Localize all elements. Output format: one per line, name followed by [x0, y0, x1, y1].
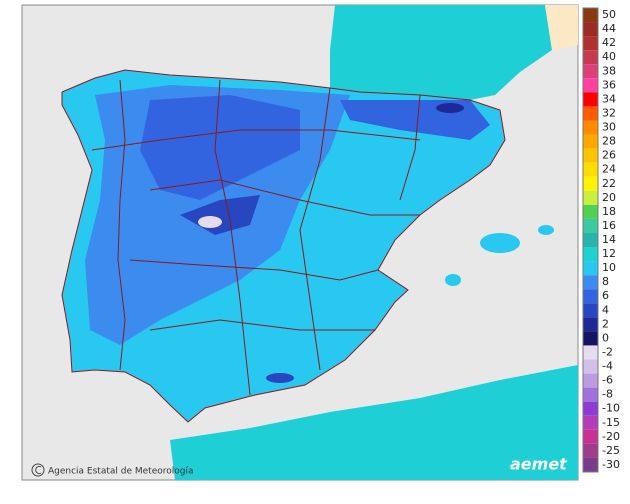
legend-swatch: [583, 345, 598, 360]
legend-label: 12: [602, 247, 616, 260]
legend-swatch: [583, 289, 598, 304]
legend-swatch: [583, 415, 598, 430]
legend-label: 22: [602, 177, 616, 190]
cold-spot: [266, 373, 294, 383]
legend-swatch: [583, 36, 598, 51]
legend-swatch: [583, 190, 598, 205]
agency-name: Agencia Estatal de Meteorología: [48, 467, 194, 477]
land-area: [545, 5, 578, 50]
legend-label: -30: [602, 458, 620, 471]
legend-swatch: [583, 106, 598, 121]
legend-label: 6: [602, 289, 609, 302]
legend-label: 34: [602, 92, 616, 105]
copyright-icon: [35, 466, 42, 474]
legend-label: 16: [602, 219, 616, 232]
legend-swatch: [583, 92, 598, 107]
legend-swatch: [583, 134, 598, 149]
legend-swatch: [583, 443, 598, 458]
legend-swatch: [583, 50, 598, 65]
legend-swatch: [583, 373, 598, 388]
legend-label: 32: [602, 106, 616, 119]
legend-label: 2: [602, 317, 609, 330]
cold-zone: [140, 95, 300, 200]
legend-swatch: [583, 303, 598, 318]
france-area: [330, 5, 552, 100]
island: [480, 233, 520, 253]
legend-label: 38: [602, 64, 616, 77]
legend-label: 44: [602, 22, 616, 35]
cold-spot: [436, 103, 464, 113]
legend-swatch: [583, 8, 598, 23]
map: Agencia Estatal de Meteorología aemet: [21, 4, 579, 481]
cold-spot: [198, 216, 222, 228]
legend-swatch: [583, 429, 598, 444]
legend-label: 40: [602, 50, 616, 63]
legend-swatch: [583, 275, 598, 290]
africa-area: [170, 365, 578, 480]
legend-label: 20: [602, 191, 616, 204]
legend-label: 26: [602, 149, 616, 162]
legend-label: 10: [602, 261, 616, 274]
legend-swatch: [583, 22, 598, 37]
legend-label: 30: [602, 121, 616, 134]
legend-swatch: [583, 457, 598, 472]
copyright-icon: [31, 463, 45, 477]
legend-swatch: [583, 64, 598, 79]
legend-swatch: [583, 317, 598, 332]
island: [538, 225, 554, 235]
legend-swatch: [583, 261, 598, 276]
legend-label: 18: [602, 205, 616, 218]
legend-swatch: [583, 204, 598, 219]
legend-label: 36: [602, 78, 616, 91]
legend-label: -2: [602, 345, 613, 358]
legend-swatch: [583, 247, 598, 262]
legend-label: 4: [602, 303, 609, 316]
legend-label: 24: [602, 163, 616, 176]
legend-label: 28: [602, 135, 616, 148]
legend-frame: [582, 7, 599, 473]
legend-swatch: [583, 401, 598, 416]
legend-label: -8: [602, 388, 613, 401]
legend-label: -20: [602, 430, 620, 443]
legend-swatch: [583, 120, 598, 135]
legend-swatch: [583, 176, 598, 191]
legend-swatch: [583, 78, 598, 93]
legend-label: 14: [602, 233, 616, 246]
logo: aemet: [510, 455, 568, 474]
legend-label: 8: [602, 275, 609, 288]
legend-label: -6: [602, 374, 613, 387]
legend-label: 42: [602, 36, 616, 49]
province-borders: [61, 69, 506, 423]
legend-label: -10: [602, 402, 620, 415]
legend-label: 50: [602, 8, 616, 21]
legend: 5044424038363432302826242220181614121086…: [582, 7, 620, 473]
legend-swatch: [583, 232, 598, 248]
legend-swatch: [583, 148, 598, 163]
legend-swatch: [583, 331, 598, 346]
legend-label: -4: [602, 360, 613, 373]
legend-swatch: [583, 387, 598, 402]
island: [445, 274, 461, 286]
legend-swatch: [583, 359, 598, 374]
legend-swatch: [583, 162, 598, 177]
legend-label: -15: [602, 416, 620, 429]
legend-label: -25: [602, 444, 620, 457]
legend-swatch: [583, 218, 598, 233]
legend-label: 0: [602, 331, 609, 344]
